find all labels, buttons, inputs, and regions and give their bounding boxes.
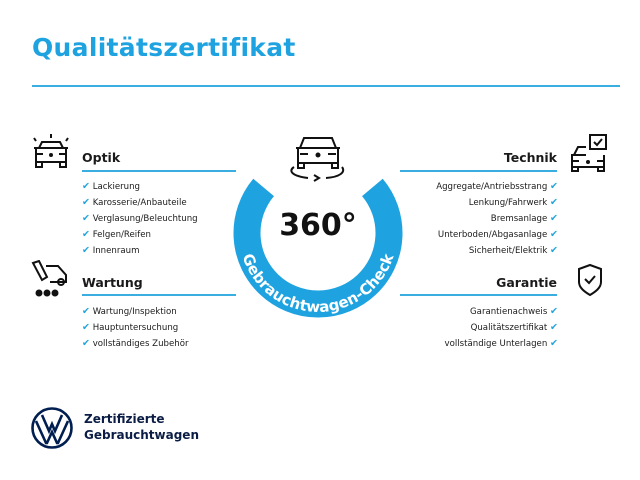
item-label: vollständiges Zubehör bbox=[92, 339, 189, 349]
item-label: Lackierung bbox=[92, 182, 141, 192]
item-label: Innenraum bbox=[92, 246, 140, 256]
item-label: vollständige Unterlagen bbox=[444, 339, 548, 349]
list-item: Sicherheit/Elektrik ✔ bbox=[408, 243, 558, 259]
list-item: ✔ Karosserie/Anbauteile bbox=[82, 195, 198, 211]
check-icon: ✔ bbox=[550, 197, 558, 208]
check-icon: ✔ bbox=[82, 181, 90, 192]
page-title: Qualitätszertifikat bbox=[32, 33, 296, 62]
item-label: Garantienachweis bbox=[470, 307, 548, 317]
wartung-divider bbox=[82, 294, 236, 296]
check-icon: ✔ bbox=[82, 338, 90, 349]
item-label: Bremsanlage bbox=[490, 214, 548, 224]
check-icon: ✔ bbox=[82, 306, 90, 317]
list-item: Lenkung/Fahrwerk ✔ bbox=[408, 195, 558, 211]
check-icon: ✔ bbox=[82, 322, 90, 333]
check-icon: ✔ bbox=[550, 306, 558, 317]
check-icon: ✔ bbox=[82, 213, 90, 224]
car-rotate-icon bbox=[290, 137, 345, 182]
check-icon: ✔ bbox=[82, 229, 90, 240]
check-icon: ✔ bbox=[550, 181, 558, 192]
item-label: Lenkung/Fahrwerk bbox=[468, 198, 548, 208]
ring-arc bbox=[233, 178, 403, 318]
list-item: Bremsanlage ✔ bbox=[408, 211, 558, 227]
brand-line-2: Gebrauchtwagen bbox=[84, 428, 199, 442]
item-label: Felgen/Reifen bbox=[92, 230, 151, 240]
garantie-divider bbox=[400, 294, 557, 296]
optik-divider bbox=[82, 170, 236, 172]
check-icon: ✔ bbox=[550, 338, 558, 349]
optik-list: ✔ Lackierung ✔ Karosserie/Anbauteile ✔ V… bbox=[82, 179, 198, 259]
maintenance-icon bbox=[31, 260, 67, 297]
list-item: ✔ Hauptuntersuchung bbox=[82, 320, 189, 336]
technik-divider bbox=[400, 170, 557, 172]
list-item: ✔ vollständiges Zubehör bbox=[82, 336, 189, 352]
list-item: ✔ Wartung/Inspektion bbox=[82, 304, 189, 320]
list-item: ✔ Verglasung/Beleuchtung bbox=[82, 211, 198, 227]
garantie-list: Garantienachweis ✔ Qualitätszertifikat ✔… bbox=[408, 304, 558, 352]
check-icon: ✔ bbox=[82, 245, 90, 256]
center-value: 360° bbox=[279, 208, 357, 243]
check-icon: ✔ bbox=[550, 229, 558, 240]
brand-line-1: Zertifizierte bbox=[84, 412, 165, 426]
list-item: Garantienachweis ✔ bbox=[408, 304, 558, 320]
item-label: Hauptuntersuchung bbox=[92, 323, 179, 333]
check-icon: ✔ bbox=[550, 322, 558, 333]
car-check-icon bbox=[571, 134, 607, 172]
title-divider bbox=[32, 85, 620, 87]
list-item: Qualitätszertifikat ✔ bbox=[408, 320, 558, 336]
item-label: Qualitätszertifikat bbox=[470, 323, 548, 333]
brand-text: Zertifizierte Gebrauchtwagen bbox=[84, 411, 199, 443]
check-icon: ✔ bbox=[550, 245, 558, 256]
item-label: Unterboden/Abgasanlage bbox=[437, 230, 548, 240]
check-icon: ✔ bbox=[550, 213, 558, 224]
item-label: Karosserie/Anbauteile bbox=[92, 198, 187, 208]
list-item: Unterboden/Abgasanlage ✔ bbox=[408, 227, 558, 243]
shield-check-icon bbox=[578, 263, 602, 297]
technik-list: Aggregate/Antriebsstrang ✔ Lenkung/Fahrw… bbox=[408, 179, 558, 259]
section-title-wartung: Wartung bbox=[82, 275, 143, 290]
item-label: Verglasung/Beleuchtung bbox=[92, 214, 198, 224]
item-label: Sicherheit/Elektrik bbox=[468, 246, 548, 256]
section-title-garantie: Garantie bbox=[496, 275, 557, 290]
list-item: vollständige Unterlagen ✔ bbox=[408, 336, 558, 352]
list-item: ✔ Innenraum bbox=[82, 243, 198, 259]
vw-logo bbox=[31, 407, 73, 449]
list-item: ✔ Felgen/Reifen bbox=[82, 227, 198, 243]
section-title-optik: Optik bbox=[82, 150, 121, 165]
check-ring: Gebrauchtwagen-Check 360° bbox=[233, 137, 403, 318]
item-label: Aggregate/Antriebsstrang bbox=[436, 182, 548, 192]
check-icon: ✔ bbox=[82, 197, 90, 208]
list-item: Aggregate/Antriebsstrang ✔ bbox=[408, 179, 558, 195]
list-item: ✔ Lackierung bbox=[82, 179, 198, 195]
car-lights-icon bbox=[33, 134, 69, 168]
section-title-technik: Technik bbox=[503, 150, 557, 165]
item-label: Wartung/Inspektion bbox=[92, 307, 177, 317]
wartung-list: ✔ Wartung/Inspektion ✔ Hauptuntersuchung… bbox=[82, 304, 189, 352]
